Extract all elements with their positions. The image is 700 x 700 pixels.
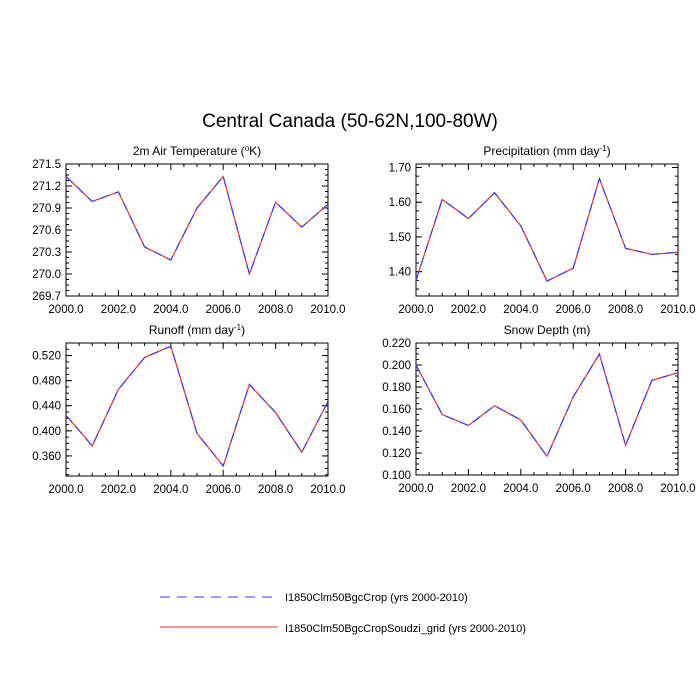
figure-title: Central Canada (50-62N,100-80W) [202,111,498,132]
air-temperature-xtick-label: 2000.0 [48,304,83,316]
snow-depth-title: Snow Depth (m) [504,323,591,337]
runoff-plot-frame [65,342,329,477]
precipitation-title: Precipitation (mm day-1) [483,144,610,159]
panel-precipitation: Precipitation (mm day-1) 2000.0 2002.0 2004… [389,144,696,317]
runoff-series-crop-line [65,345,329,468]
air-temperature-series-crop-line [65,175,329,276]
runoff-xtick-label: 2002.0 [101,484,136,496]
snow-depth-ytick-label: 0.180 [382,382,411,394]
legend-label-crop: I1850Clm50BgcCrop (yrs 2000-2010) [285,592,468,604]
panel-air-temperature: 2m Air Temperature (oK) 2000.0 2002.0 2004.… [32,144,345,317]
air-temperature-ytick-label: 270.3 [32,247,61,259]
runoff-ytick-label: 0.440 [32,401,61,413]
runoff-xtick-label: 2008.0 [258,484,293,496]
air-temperature-xtick-label: 2004.0 [153,304,188,316]
air-temperature-ytick-label: 271.2 [32,181,61,193]
precipitation-series-crop-line [415,176,679,282]
snow-depth-ytick-label: 0.100 [382,470,411,482]
precipitation-ytick-label: 1.40 [389,267,411,279]
snow-depth-ytick-label: 0.160 [382,404,411,416]
precipitation-ytick-label: 1.50 [389,232,411,244]
air-temperature-ytick-label: 270.0 [32,269,61,281]
snow-depth-xtick-label: 2008.0 [608,483,643,495]
runoff-ytick-label: 0.480 [32,376,61,388]
precipitation-plot-frame [415,163,679,297]
snow-depth-series-crop-line [415,352,679,458]
legend: I1850Clm50BgcCrop (yrs 2000-2010) I1850C… [160,592,526,635]
runoff-title: Runoff (mm day-1) [149,323,245,338]
air-temperature-ytick-label: 271.5 [32,159,61,171]
runoff-ytick-label: 0.400 [32,426,61,438]
runoff-series-soudzi-line [65,345,329,468]
precipitation-ytick-label: 1.70 [389,162,411,174]
snow-depth-ytick-label: 0.120 [382,448,411,460]
runoff-ytick-label: 0.360 [32,451,61,463]
air-temperature-series-soudzi-line [65,175,329,276]
precipitation-xtick-label: 2010.0 [660,304,695,316]
runoff-xtick-label: 2000.0 [48,484,83,496]
legend-label-soudzi: I1850Clm50BgcCropSoudzi_grid (yrs 2000-2… [285,623,526,635]
precipitation-series-soudzi-line [415,176,679,282]
air-temperature-xtick-label: 2010.0 [310,304,345,316]
runoff-xtick-label: 2006.0 [206,484,241,496]
snow-depth-xtick-label: 2006.0 [556,483,591,495]
air-temperature-plot-frame [65,163,329,297]
snow-depth-ytick-label: 0.200 [382,360,411,372]
air-temperature-ytick-label: 269.7 [32,291,61,303]
precipitation-xtick-label: 2008.0 [608,304,643,316]
precipitation-xtick-label: 2002.0 [451,304,486,316]
air-temperature-title: 2m Air Temperature (oK) [133,144,261,159]
snow-depth-xtick-label: 2000.0 [398,483,433,495]
snow-depth-ytick-label: 0.220 [382,338,411,350]
runoff-ytick-label: 0.520 [32,351,61,363]
precipitation-ytick-label: 1.60 [389,197,411,209]
air-temperature-xtick-label: 2006.0 [206,304,241,316]
air-temperature-xtick-label: 2008.0 [258,304,293,316]
snow-depth-series-soudzi-line [415,352,679,458]
snow-depth-xtick-label: 2004.0 [503,483,538,495]
panel-snow-depth: Snow Depth (m) 2000.0 2002.0 2004.0 2006.0 20… [382,323,695,495]
precipitation-xtick-label: 2004.0 [503,304,538,316]
snow-depth-xtick-label: 2010.0 [660,483,695,495]
air-temperature-ytick-label: 270.9 [32,203,61,215]
precipitation-xtick-label: 2000.0 [398,304,433,316]
panel-runoff: Runoff (mm day-1) 2000.0 2002.0 2004.0 2006.… [32,323,345,497]
snow-depth-xtick-label: 2002.0 [451,483,486,495]
air-temperature-ytick-label: 270.6 [32,225,61,237]
air-temperature-xtick-label: 2002.0 [101,304,136,316]
precipitation-xtick-label: 2006.0 [556,304,591,316]
runoff-xtick-label: 2010.0 [310,484,345,496]
snow-depth-ytick-label: 0.140 [382,426,411,438]
runoff-xtick-label: 2004.0 [153,484,188,496]
